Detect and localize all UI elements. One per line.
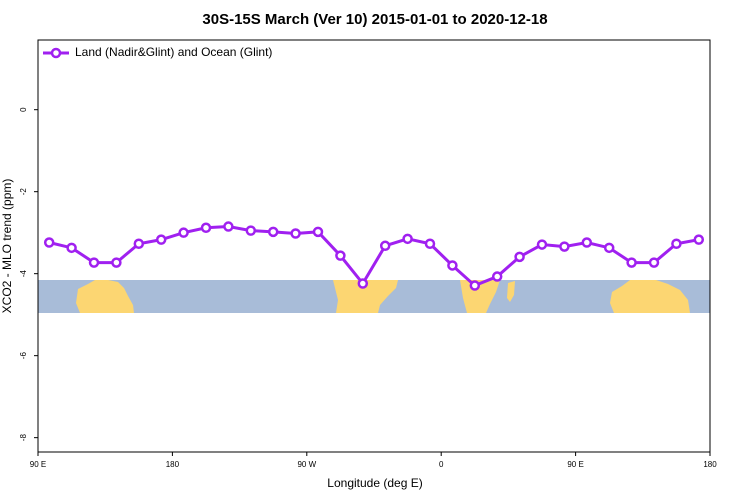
data-point	[43, 237, 55, 248]
data-point	[491, 271, 503, 282]
x-tick-label: 90 W	[297, 460, 316, 469]
y-tick-label: -8	[19, 434, 28, 442]
chart-title: 30S-15S March (Ver 10) 2015-01-01 to 202…	[202, 11, 547, 28]
data-point	[559, 241, 570, 252]
data-point	[335, 250, 346, 261]
map-band	[38, 280, 710, 313]
data-point	[581, 237, 593, 248]
data-point	[133, 238, 145, 249]
y-tick-label: 0	[19, 107, 28, 112]
data-point	[267, 226, 279, 238]
data-point	[379, 240, 391, 252]
data-point	[200, 222, 212, 234]
data-point	[402, 233, 413, 245]
legend-label: Land (Nadir&Glint) and Ocean (Glint)	[75, 45, 272, 59]
x-axis-label: Longitude (deg E)	[327, 476, 422, 490]
data-point	[312, 226, 324, 238]
data-point	[536, 239, 548, 250]
data-point	[671, 238, 682, 249]
data-point	[223, 221, 234, 232]
data-point	[290, 228, 301, 239]
plot-frame	[37, 39, 711, 453]
x-tick-label: 90 E	[30, 460, 46, 469]
data-point	[514, 251, 525, 263]
x-tick-label: 90 E	[567, 460, 583, 469]
y-axis-label: XCO2 - MLO trend (ppm)	[0, 179, 14, 314]
data-point	[603, 242, 615, 254]
y-tick-label: -4	[19, 270, 28, 278]
y-tick-label: -6	[19, 352, 28, 360]
data-point	[626, 257, 637, 268]
data-point	[648, 257, 660, 268]
data-point	[66, 242, 77, 254]
data-point	[111, 257, 122, 268]
data-point	[357, 278, 369, 289]
data-point	[693, 234, 705, 245]
series-line	[48, 225, 700, 288]
data-point	[447, 260, 458, 271]
data-point	[245, 225, 257, 236]
x-tick-label: 180	[166, 460, 180, 469]
data-point	[155, 234, 167, 245]
y-tick-label: -2	[19, 188, 28, 196]
x-tick-label: 180	[703, 460, 717, 469]
data-point	[88, 257, 100, 268]
x-tick-label: 0	[439, 460, 444, 469]
legend-marker	[50, 47, 62, 59]
data-point	[178, 227, 189, 238]
data-point	[469, 280, 481, 291]
data-point	[424, 238, 436, 249]
